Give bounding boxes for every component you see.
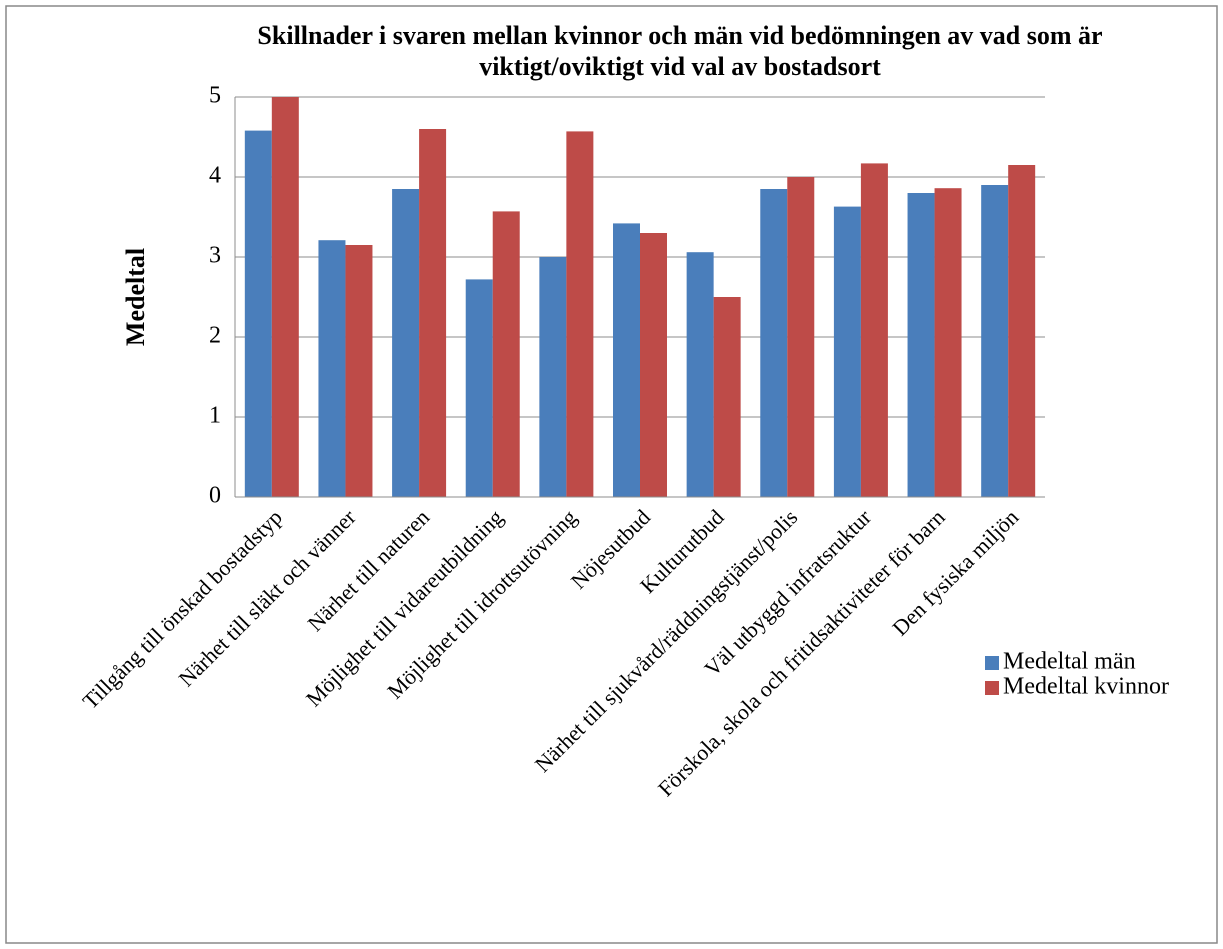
chart-border [5, 5, 1218, 944]
y-tick-label: 3 [209, 243, 221, 269]
legend-swatch [985, 681, 999, 695]
bar [271, 97, 299, 497]
y-axis-label: Medeltal [121, 248, 150, 346]
y-tick-label: 5 [209, 83, 221, 109]
legend-swatch [985, 656, 999, 670]
bar [833, 206, 861, 497]
bar [787, 177, 815, 497]
bar [318, 240, 346, 497]
bar [640, 233, 667, 497]
bar [244, 130, 272, 497]
bar [465, 279, 493, 497]
x-tick-label: Den fysiska miljön [887, 504, 1023, 640]
bar [345, 245, 373, 497]
chart-title: Skillnader i svaren mellan kvinnor och m… [257, 21, 1103, 81]
bar [419, 129, 447, 497]
y-tick-label: 2 [209, 323, 221, 349]
legend-label: Medeltal kvinnor [1003, 674, 1169, 700]
legend-label: Medeltal män [1003, 649, 1136, 675]
y-tick-label: 1 [209, 403, 221, 429]
bar [686, 252, 714, 497]
bar [860, 163, 888, 497]
bar [934, 188, 962, 497]
bar [392, 189, 420, 497]
bar [492, 211, 520, 497]
bar [1008, 165, 1036, 497]
bar [760, 189, 788, 497]
bar [713, 297, 741, 497]
y-tick-label: 4 [209, 163, 221, 189]
bar [539, 257, 567, 497]
y-tick-label: 0 [209, 483, 221, 509]
bar [981, 185, 1009, 497]
x-tick-label: Närhet till sjukvård/räddningstjänst/pol… [530, 504, 803, 777]
bar [613, 223, 640, 497]
bar [566, 131, 594, 497]
bar [907, 193, 935, 497]
